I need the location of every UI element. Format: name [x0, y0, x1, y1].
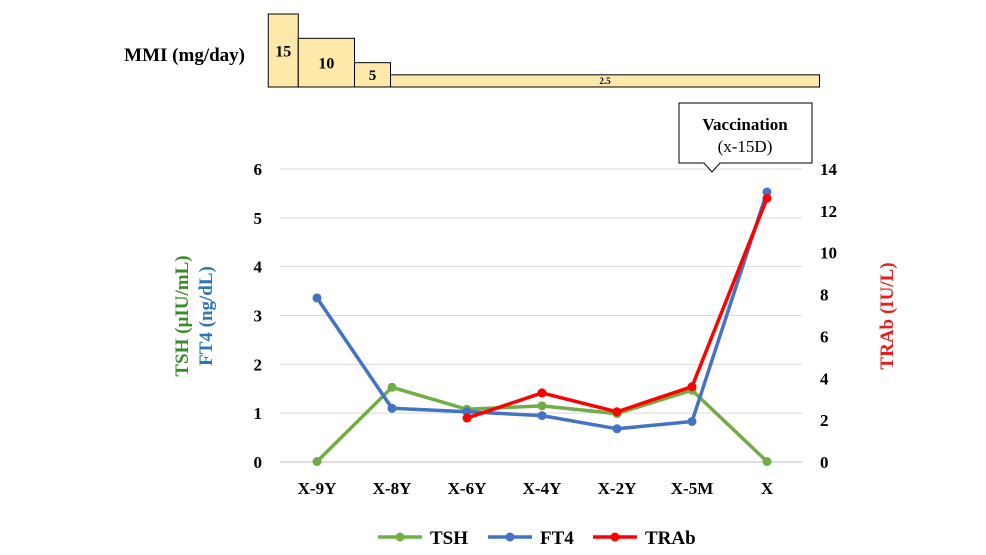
right-tick-label: 4: [820, 369, 829, 388]
legend-item-trab: TRAb: [593, 528, 696, 549]
data-point-trab: [537, 388, 547, 398]
mmi-label: MMI (mg/day): [124, 45, 245, 66]
mmi-dose-bar: MMI (mg/day) 15 10 5 2.5: [124, 13, 820, 88]
left-tick-label: 1: [254, 404, 263, 423]
data-point-trab: [612, 407, 622, 417]
data-point-tsh: [537, 401, 547, 411]
right-tick-label: 10: [820, 244, 837, 263]
right-tick-label: 8: [820, 286, 829, 305]
mmi-dose-label: 2.5: [599, 76, 611, 86]
left-axis-label-tsh: TSH (µIU/mL): [172, 255, 193, 376]
x-tick-label: X-9Y: [298, 479, 337, 498]
data-point-trab: [462, 413, 472, 423]
left-tick-label: 0: [254, 453, 263, 472]
legend-label: FT4: [540, 528, 574, 549]
right-tick-label: 0: [820, 453, 829, 472]
mmi-dose-block: [297, 37, 355, 88]
legend-label: TSH: [430, 528, 468, 549]
legend-marker: [395, 532, 405, 542]
legend-marker: [505, 532, 515, 542]
series-trab: [462, 193, 772, 423]
legend-label: TRAb: [645, 528, 696, 549]
left-tick-label: 3: [254, 307, 263, 326]
series-line-trab: [466, 197, 769, 420]
callout-title: Vaccination: [702, 115, 788, 134]
right-axis-ticks: 0 2 4 6 8 10 12 14: [820, 160, 838, 472]
x-tick-label: X-2Y: [598, 479, 637, 498]
right-tick-label: 6: [820, 327, 829, 346]
left-axis-ticks: 0 1 2 3 4 5 6: [254, 160, 263, 472]
data-point-tsh: [387, 382, 397, 392]
data-point-tsh: [762, 457, 772, 467]
legend-item-tsh: TSH: [378, 528, 468, 549]
data-point-ft4: [612, 424, 622, 434]
x-tick-label: X-4Y: [523, 479, 562, 498]
legend: TSH FT4 TRAb: [378, 528, 696, 549]
legend-item-ft4: FT4: [488, 528, 574, 549]
left-tick-label: 4: [254, 258, 263, 277]
x-tick-label: X-6Y: [448, 479, 487, 498]
vaccination-callout: Vaccination (x-15D): [678, 102, 813, 173]
mmi-dose-block: [267, 13, 299, 88]
x-tick-label: X-8Y: [373, 479, 412, 498]
right-tick-label: 14: [820, 160, 838, 179]
legend-marker: [610, 532, 620, 542]
data-point-trab: [687, 382, 697, 392]
mmi-dose-label: 15: [275, 43, 291, 60]
right-tick-label: 12: [820, 202, 837, 221]
x-tick-label: X-5M: [671, 479, 713, 498]
right-tick-label: 2: [820, 411, 829, 430]
series: [312, 187, 772, 467]
left-tick-label: 6: [254, 160, 263, 179]
data-point-tsh: [312, 457, 322, 467]
left-axis-label-ft4: FT4 (ng/dL): [196, 266, 217, 366]
data-point-ft4: [687, 416, 697, 426]
mmi-dose-label: 5: [369, 68, 377, 84]
data-point-ft4: [312, 293, 322, 303]
left-tick-label: 5: [254, 209, 263, 228]
mmi-dose-label: 10: [318, 55, 334, 72]
data-point-ft4: [462, 407, 472, 417]
data-point-ft4: [387, 403, 397, 413]
series-ft4: [312, 187, 772, 434]
data-point-trab: [762, 193, 772, 203]
x-axis-ticks: X-9Y X-8Y X-6Y X-4Y X-2Y X-5M X: [298, 479, 774, 498]
left-tick-label: 2: [254, 355, 263, 374]
mmi-dose-block: [354, 62, 391, 88]
x-tick-label: X: [761, 479, 774, 498]
callout-box: [678, 102, 813, 173]
data-point-ft4: [537, 411, 547, 421]
right-axis-label: TRAb (IU/L): [877, 262, 898, 369]
data-point-ft4: [762, 187, 772, 197]
callout-subtitle: (x-15D): [718, 137, 773, 156]
mmi-dose-block: [390, 74, 820, 88]
